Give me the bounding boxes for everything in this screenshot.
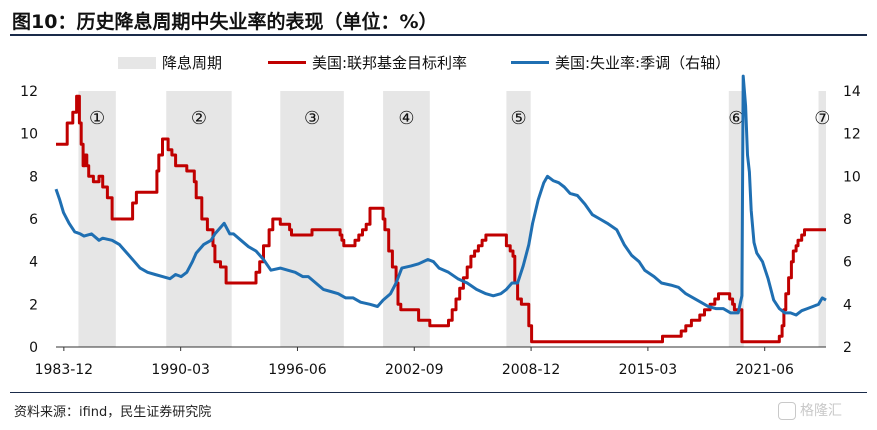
y-left-tick-label: 0 (29, 340, 38, 356)
legend-item-rate: 美国:联邦基金目标利率 (268, 52, 467, 73)
cut-cycle-band-7 (818, 91, 826, 347)
y-left-tick-label: 8 (29, 169, 38, 185)
legend-label-cut-cycle: 降息周期 (162, 54, 223, 72)
legend-swatch-rate (268, 61, 306, 64)
cut-cycle-band-5 (506, 91, 531, 347)
x-tick-label: 1983-12 (35, 362, 94, 378)
x-tick-label: 2008-12 (502, 362, 561, 378)
x-tick-label: 1996-06 (268, 362, 327, 378)
cut-cycle-label-1: ① (89, 108, 105, 129)
y-right-tick-label: 2 (843, 340, 852, 356)
y-right-tick-label: 8 (843, 212, 852, 228)
footer-rule (10, 392, 867, 393)
cut-cycle-band-2 (166, 91, 232, 347)
cut-cycle-band-4 (383, 91, 430, 347)
y-left-tick-label: 10 (20, 127, 38, 143)
y-left-tick-label: 6 (29, 212, 38, 228)
watermark-logo-icon (778, 402, 796, 420)
y-left-tick-label: 2 (29, 297, 38, 313)
title-bar: 图10：历史降息周期中失业率的表现（单位：%） (10, 4, 867, 36)
chart-title: 图10：历史降息周期中失业率的表现（单位：%） (12, 11, 438, 33)
legend-label-unemployment: 美国:失业率:季调（右轴） (555, 54, 731, 72)
legend-label-rate: 美国:联邦基金目标利率 (312, 54, 468, 72)
legend-swatch-unemployment (511, 61, 549, 64)
cut-cycle-label-6: ⑥ (728, 108, 744, 129)
series-line-fed-rate (56, 94, 826, 344)
watermark-text: 格隆汇 (800, 403, 842, 419)
cut-cycle-label-4: ④ (398, 108, 414, 129)
source-note: 资料来源：ifind，民生证券研究院 (14, 405, 212, 420)
cut-cycle-band-6 (728, 91, 744, 347)
y-right-tick-label: 4 (843, 297, 852, 313)
cut-cycle-band-3 (280, 91, 344, 347)
watermark: 格隆汇 (778, 400, 842, 420)
series-line-unemployment (54, 74, 827, 317)
y-right-tick-label: 6 (843, 255, 852, 271)
legend-item-unemployment: 美国:失业率:季调（右轴） (511, 52, 730, 73)
legend-swatch-band (118, 56, 156, 69)
x-tick-label: 2015-03 (619, 362, 678, 378)
cut-cycle-label-7: ⑦ (814, 108, 830, 129)
y-right-tick-label: 14 (843, 84, 861, 100)
y-right-tick-label: 12 (843, 127, 861, 143)
cut-cycle-label-3: ③ (304, 108, 320, 129)
y-left-tick-label: 12 (20, 84, 38, 100)
y-left-tick-label: 4 (29, 255, 38, 271)
x-tick-label: 2002-09 (385, 362, 444, 378)
cut-cycle-label-5: ⑤ (510, 108, 526, 129)
y-right-tick-label: 10 (843, 169, 861, 185)
x-tick-label: 2021-06 (735, 362, 794, 378)
cut-cycle-band-1 (78, 91, 116, 347)
cut-cycle-label-2: ② (191, 108, 207, 129)
x-tick-label: 1990-03 (151, 362, 210, 378)
legend-item-cut-cycle: 降息周期 (118, 52, 222, 73)
